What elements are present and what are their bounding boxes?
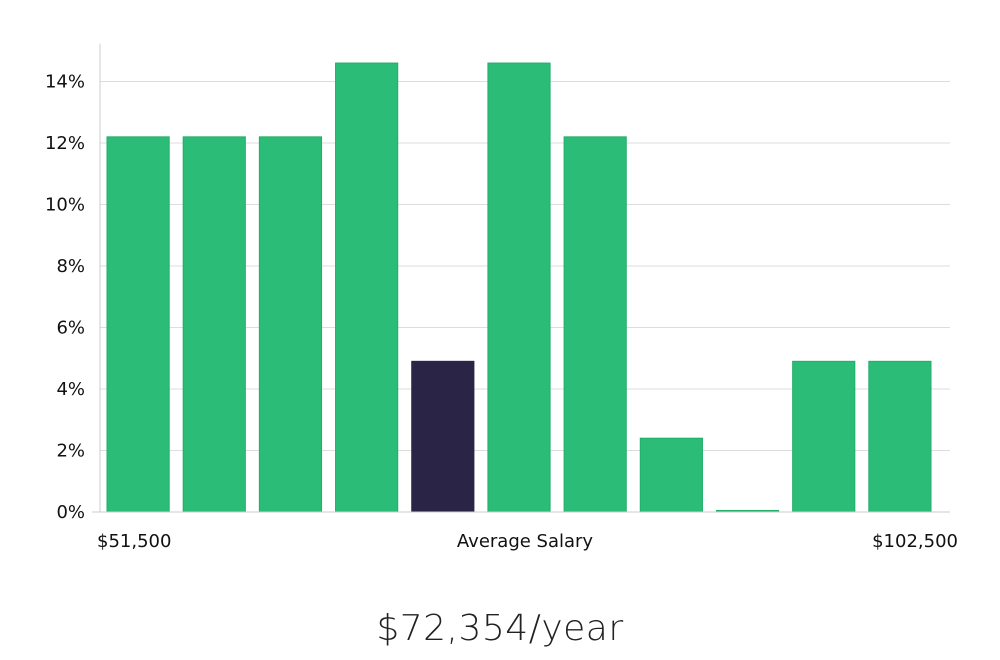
bar [487, 62, 551, 513]
x-label-max: $102,500 [872, 531, 958, 552]
salary-distribution-chart: 0% 2% 4% 6% 8% 10% 12% 14% $51,500 Average Sala… [45, 43, 958, 552]
bar [106, 136, 170, 513]
bar [258, 136, 323, 513]
bar [639, 437, 703, 513]
y-tick-label: 2% [56, 441, 85, 462]
bar [335, 62, 399, 513]
bar [182, 136, 246, 513]
y-tick-label: 12% [45, 133, 85, 154]
bar-average-salary [411, 360, 475, 513]
y-tick-label: 10% [45, 195, 85, 216]
bar [792, 360, 856, 513]
average-salary-value: $72,354/year [376, 608, 624, 649]
x-label-center: Average Salary [457, 531, 594, 552]
x-label-min: $51,500 [97, 531, 171, 552]
bar [563, 136, 627, 513]
y-tick-label: 4% [56, 379, 85, 400]
y-axis-ticks: 0% 2% 4% 6% 8% 10% 12% 14% [45, 72, 85, 524]
y-tick-label: 0% [56, 502, 85, 523]
bars [106, 62, 932, 513]
y-tick-label: 8% [56, 256, 85, 277]
y-tick-label: 14% [45, 72, 85, 93]
y-tick-label: 6% [56, 318, 85, 339]
bar [868, 360, 932, 513]
